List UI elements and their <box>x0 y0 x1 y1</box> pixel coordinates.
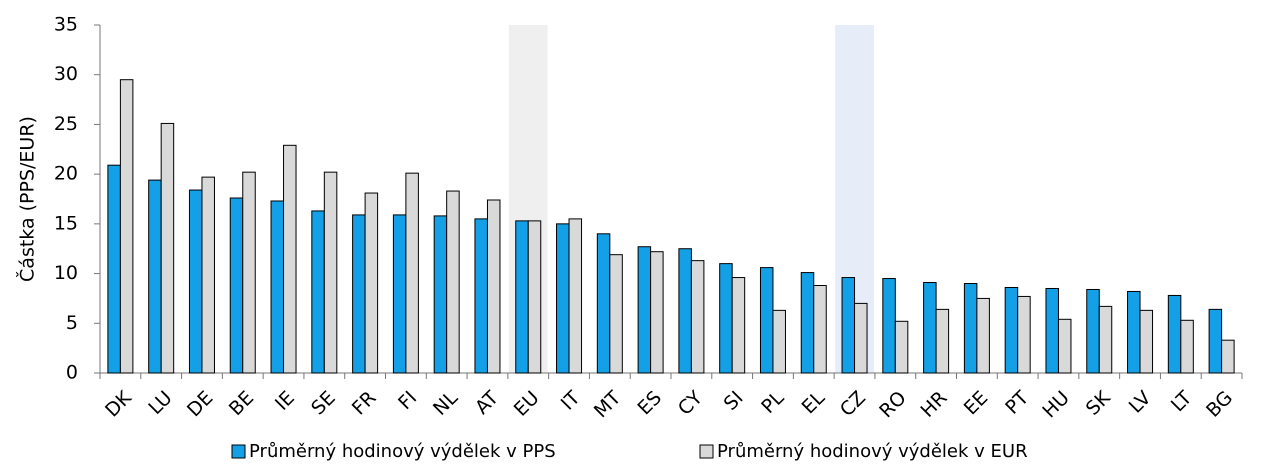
bar <box>1045 287 1059 374</box>
bar <box>568 218 583 374</box>
x-tick-label: CZ <box>836 387 870 421</box>
x-tick-label: BG <box>1202 387 1237 422</box>
bar <box>882 278 896 374</box>
x-tick-label: EU <box>510 387 544 421</box>
x-tick-label: AT <box>471 387 503 419</box>
bar <box>242 171 256 374</box>
x-tick-label: SE <box>307 387 340 420</box>
bar <box>229 197 244 374</box>
bar <box>119 79 134 374</box>
bar <box>160 122 175 374</box>
bar <box>772 309 786 374</box>
x-tick-label: IT <box>557 387 585 415</box>
bar <box>1017 295 1031 374</box>
bar <box>446 190 460 374</box>
bar <box>556 223 570 374</box>
bar <box>1127 290 1141 374</box>
y-tick-label: 35 <box>54 14 78 36</box>
bar <box>283 144 297 374</box>
bar <box>1098 305 1113 374</box>
bar <box>731 277 746 374</box>
x-tick-label: EL <box>798 387 830 419</box>
x-tick-label: HR <box>917 387 952 422</box>
x-tick-label: MT <box>590 387 626 423</box>
legend-label: Průměrný hodinový výdělek v EUR <box>717 441 1028 462</box>
bar <box>107 164 121 374</box>
y-axis-label: Částka (PPS/EUR) <box>15 116 39 282</box>
bar <box>1057 318 1072 374</box>
bar <box>923 282 937 374</box>
bar <box>1208 308 1223 374</box>
y-tick-label: 30 <box>54 63 78 85</box>
bar <box>976 297 990 374</box>
bar <box>813 285 827 374</box>
bar <box>201 176 215 374</box>
y-tick-label: 15 <box>54 212 78 234</box>
bar <box>1139 309 1154 374</box>
x-tick-label: NL <box>429 387 462 420</box>
x-tick-label: ES <box>633 387 666 420</box>
bar <box>405 172 419 374</box>
bar <box>609 254 623 374</box>
bar <box>311 210 325 374</box>
bar <box>963 283 978 374</box>
bar <box>323 171 338 374</box>
bar <box>364 192 379 374</box>
bar <box>841 277 856 374</box>
legend-label: Průměrný hodinový výdělek v PPS <box>249 441 556 462</box>
x-tick-label: DK <box>101 386 136 421</box>
bar <box>1221 339 1235 374</box>
y-tick-label: 0 <box>66 362 78 384</box>
x-tick-label: SI <box>720 387 748 415</box>
y-tick-label: 20 <box>54 163 78 185</box>
bar <box>474 218 488 374</box>
bar <box>486 199 501 374</box>
bar <box>690 260 705 374</box>
bar <box>515 220 529 374</box>
bar <box>759 267 774 374</box>
bar <box>894 320 909 374</box>
bar <box>854 302 868 374</box>
bar <box>1004 286 1019 374</box>
x-tick-label: SK <box>1082 386 1115 419</box>
bar <box>148 179 162 374</box>
bar <box>1180 319 1194 374</box>
bar <box>637 246 652 374</box>
x-tick-label: HU <box>1038 387 1073 422</box>
bar <box>800 272 815 374</box>
x-tick-label: FR <box>348 387 381 420</box>
bar <box>650 251 664 374</box>
bar <box>352 214 366 374</box>
bar <box>1086 288 1100 374</box>
bar <box>596 233 611 374</box>
bar <box>188 189 203 374</box>
x-tick-label: RO <box>875 387 910 422</box>
x-tick-label: LT <box>1167 387 1197 417</box>
x-tick-label: DE <box>183 387 217 421</box>
legend-swatch <box>699 444 714 459</box>
bar <box>1167 294 1182 374</box>
bar <box>678 248 692 374</box>
bar <box>433 215 448 374</box>
x-tick-label: EE <box>960 387 993 420</box>
x-tick-label: IE <box>271 387 299 415</box>
y-tick-label: 25 <box>54 113 78 135</box>
x-tick-label: PT <box>1001 387 1033 419</box>
bar <box>719 263 733 374</box>
x-tick-label: FI <box>394 387 421 414</box>
x-tick-label: PL <box>757 387 788 418</box>
y-tick-label: 5 <box>66 312 78 334</box>
x-tick-label: LU <box>144 387 176 419</box>
bar <box>270 200 285 374</box>
x-tick-label: CY <box>674 387 707 420</box>
x-tick-label: BE <box>225 387 258 420</box>
bar <box>392 214 407 374</box>
bar <box>527 220 542 374</box>
legend-swatch <box>231 444 246 459</box>
x-tick-label: LV <box>1125 387 1156 418</box>
bar <box>935 308 950 374</box>
y-tick-label: 10 <box>54 262 78 284</box>
